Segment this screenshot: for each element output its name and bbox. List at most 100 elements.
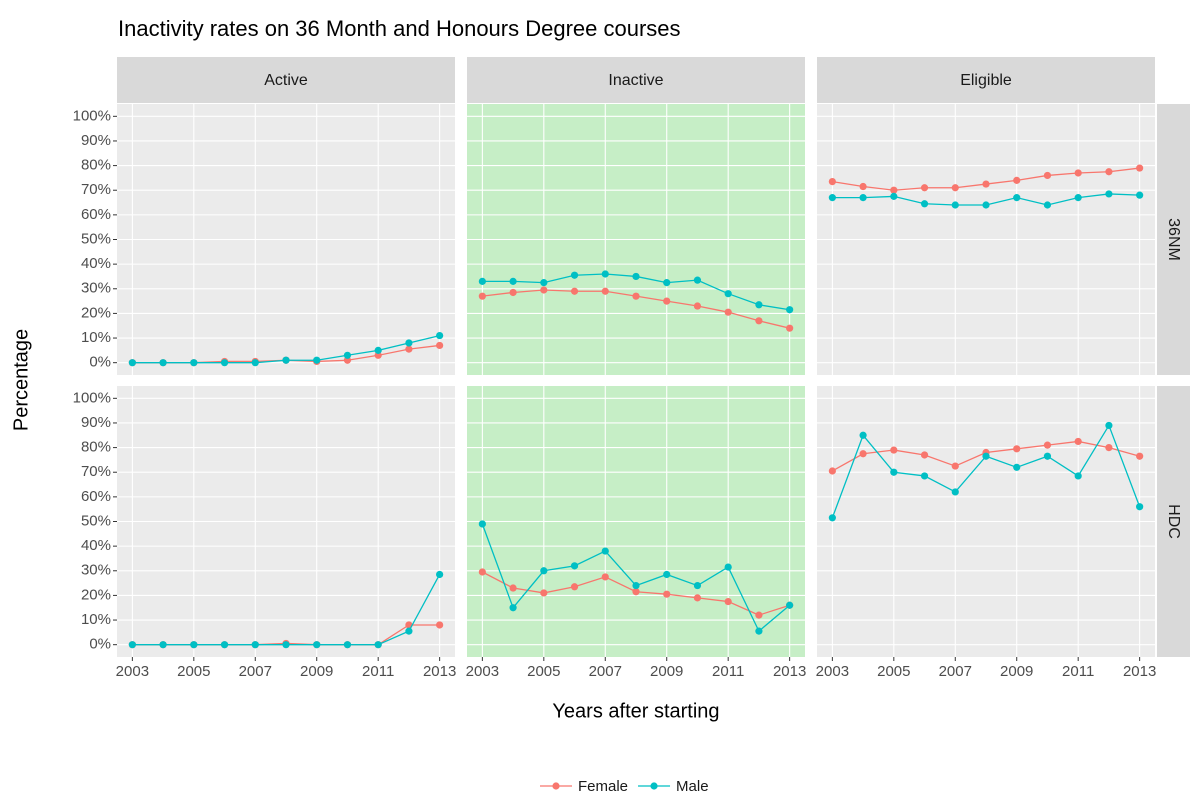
data-point xyxy=(786,601,794,609)
data-point xyxy=(663,570,671,579)
data-point xyxy=(1013,176,1021,184)
data-point xyxy=(890,192,898,200)
data-point xyxy=(693,594,702,602)
x-tick-label: 2013 xyxy=(1123,663,1156,680)
data-point xyxy=(1074,437,1082,446)
data-point xyxy=(890,446,898,454)
data-point xyxy=(890,186,898,194)
y-tick-label: 40% xyxy=(81,255,111,272)
data-point xyxy=(159,641,167,649)
data-point xyxy=(982,180,990,188)
data-point xyxy=(478,292,486,300)
data-point xyxy=(859,450,867,458)
y-tick-label: 30% xyxy=(81,562,111,579)
data-point xyxy=(436,570,444,579)
data-point xyxy=(601,287,609,295)
data-point xyxy=(190,359,198,367)
data-point xyxy=(1136,164,1144,172)
data-point xyxy=(755,301,763,309)
data-point xyxy=(343,351,352,359)
y-tick-label: 80% xyxy=(81,439,111,456)
data-point xyxy=(405,339,413,347)
data-point xyxy=(405,627,413,635)
data-point xyxy=(1105,443,1113,452)
data-point xyxy=(724,308,732,316)
data-point xyxy=(920,184,929,192)
legend-key xyxy=(552,782,560,790)
x-tick-label: 2009 xyxy=(300,663,333,680)
y-tick-label: 0% xyxy=(89,636,111,653)
x-tick-label: 2007 xyxy=(239,663,272,680)
facet-label: HDC xyxy=(1165,504,1182,539)
data-point xyxy=(693,276,702,284)
data-point xyxy=(1043,201,1052,209)
y-tick-label: 30% xyxy=(81,280,111,297)
data-point xyxy=(1043,171,1052,180)
data-point xyxy=(755,317,763,325)
y-tick-label: 60% xyxy=(81,206,111,223)
y-tick-label: 50% xyxy=(81,512,111,529)
data-point xyxy=(951,488,959,496)
data-point xyxy=(251,359,259,367)
data-point xyxy=(859,431,867,439)
data-point xyxy=(601,270,609,278)
facet-label: Inactive xyxy=(608,72,663,89)
data-point xyxy=(540,286,548,294)
y-tick-label: 10% xyxy=(81,611,111,628)
data-point xyxy=(951,184,959,192)
data-point xyxy=(1074,472,1082,480)
facet-strip xyxy=(1157,104,1190,375)
legend-label: Male xyxy=(676,778,709,795)
data-point xyxy=(828,178,836,186)
data-point xyxy=(478,277,486,285)
data-point xyxy=(509,288,517,297)
x-tick-label: 2013 xyxy=(773,663,806,680)
data-point xyxy=(724,563,732,571)
data-point xyxy=(786,324,794,332)
data-point xyxy=(1074,194,1082,202)
data-point xyxy=(190,641,198,649)
y-tick-label: 50% xyxy=(81,230,111,247)
x-axis-label: Years after starting xyxy=(552,700,719,722)
data-point xyxy=(1043,452,1052,460)
data-point xyxy=(478,520,486,528)
data-point xyxy=(601,573,609,581)
y-tick-label: 10% xyxy=(81,329,111,346)
data-point xyxy=(982,201,990,209)
data-point xyxy=(920,451,929,459)
data-point xyxy=(1136,191,1144,199)
data-point xyxy=(828,194,836,202)
data-point xyxy=(282,356,290,364)
data-point xyxy=(570,583,579,591)
facet-label: 36NM xyxy=(1165,218,1182,261)
data-point xyxy=(663,279,671,287)
data-point xyxy=(436,331,444,340)
data-point xyxy=(374,641,382,649)
data-point xyxy=(755,627,763,635)
legend-label: Female xyxy=(578,778,628,795)
data-point xyxy=(220,359,229,367)
data-point xyxy=(951,462,959,470)
data-point xyxy=(663,297,671,305)
data-point xyxy=(405,345,413,353)
data-point xyxy=(343,356,352,364)
legend-key xyxy=(650,782,658,790)
data-point xyxy=(128,359,136,367)
y-tick-label: 20% xyxy=(81,304,111,321)
data-point xyxy=(1105,421,1113,430)
data-point xyxy=(601,547,609,555)
facet-strip xyxy=(117,57,455,103)
data-point xyxy=(570,562,579,570)
data-point xyxy=(951,201,959,209)
y-tick-label: 90% xyxy=(81,414,111,431)
y-axis-label: Percentage xyxy=(10,329,32,431)
y-tick-label: 90% xyxy=(81,132,111,149)
data-point xyxy=(1043,441,1052,449)
x-tick-label: 2007 xyxy=(939,663,972,680)
data-point xyxy=(159,359,167,367)
x-tick-label: 2005 xyxy=(527,663,560,680)
y-tick-label: 40% xyxy=(81,537,111,554)
data-point xyxy=(859,182,867,191)
data-point xyxy=(570,287,579,295)
